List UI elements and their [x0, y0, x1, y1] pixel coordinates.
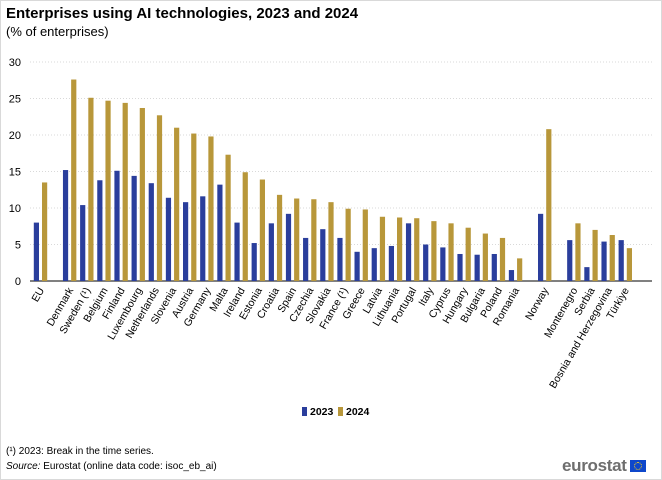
x-tick-label: Norway	[523, 285, 552, 322]
bar-2023	[148, 183, 154, 281]
bar-2023	[234, 222, 240, 281]
y-tick-label: 25	[9, 94, 21, 106]
legend-swatch-2024	[338, 407, 343, 416]
bar-2024	[397, 217, 403, 281]
bar-2023	[131, 175, 137, 281]
bar-2023	[371, 248, 377, 281]
bar-2023	[440, 247, 446, 281]
bar-2023	[62, 170, 69, 281]
bar-2023	[337, 237, 343, 281]
bar-2024	[191, 133, 197, 281]
bar-2024	[575, 223, 581, 281]
chart-title: Enterprises using AI technologies, 2023 …	[6, 5, 359, 22]
bar-2024	[276, 194, 283, 281]
bar-2024	[105, 100, 111, 281]
bar-2024	[225, 154, 231, 281]
bar-2024	[609, 235, 615, 281]
bar-2023	[303, 237, 309, 281]
bar-2023	[97, 180, 103, 281]
bar-2023	[405, 223, 412, 281]
bar-2023	[508, 270, 515, 281]
source-text: Eurostat (online data code: isoc_eb_ai)	[40, 461, 217, 472]
bar-2024	[414, 218, 420, 281]
eurostat-logo[interactable]: eurostat	[562, 456, 646, 476]
bar-2023	[618, 240, 624, 281]
legend-label-2023: 2023	[310, 406, 334, 418]
bar-2024	[431, 221, 437, 281]
bar-2023	[268, 223, 274, 281]
footnote: (¹) 2023: Break in the time series.	[6, 446, 154, 457]
source-note: Source: Eurostat (online data code: isoc…	[6, 461, 217, 472]
bar-2024	[592, 229, 598, 281]
eurostat-logo-text: eurostat	[562, 456, 627, 475]
y-tick-label: 10	[9, 203, 21, 215]
bar-2024	[362, 209, 368, 281]
bar-2024	[345, 208, 351, 281]
bar-2024	[546, 129, 552, 281]
bar-2023	[33, 222, 39, 281]
bar-2023	[584, 267, 590, 281]
bar-2024	[311, 199, 317, 281]
bar-2023	[165, 197, 172, 281]
bar-2024	[259, 179, 265, 281]
bar-2024	[465, 227, 471, 281]
bar-2024	[482, 233, 488, 281]
bar-2024	[517, 258, 523, 281]
bar-2024	[174, 127, 180, 281]
bar-2023	[423, 244, 429, 281]
bar-2024	[71, 79, 77, 282]
x-tick-label: EU	[29, 286, 47, 305]
y-tick-label: 20	[9, 130, 21, 142]
bar-2023	[567, 240, 573, 281]
bar-2024	[448, 223, 454, 281]
y-tick-label: 0	[15, 276, 21, 288]
source-label: Source:	[6, 461, 41, 472]
bar-2024	[139, 107, 145, 282]
bar-2023	[251, 243, 257, 281]
bar-2023	[285, 213, 292, 281]
bar-2023	[183, 202, 189, 281]
bar-2023	[601, 241, 607, 281]
bar-2024	[208, 136, 214, 281]
y-tick-label: 30	[9, 57, 21, 69]
bar-2024	[626, 248, 632, 281]
bar-2024	[88, 97, 94, 282]
bar-2024	[156, 115, 163, 281]
bar-2024	[294, 198, 300, 281]
y-tick-label: 15	[9, 167, 21, 179]
bar-2024	[328, 202, 334, 281]
legend-label-2024: 2024	[346, 406, 370, 418]
legend-swatch-2023	[302, 407, 307, 416]
bar-2023	[320, 229, 326, 281]
bar-2023	[114, 170, 120, 281]
bar-2023	[474, 254, 480, 281]
bar-2023	[217, 184, 223, 281]
bar-2024	[42, 182, 48, 281]
bar-2024	[242, 172, 248, 281]
eu-flag-icon	[629, 460, 646, 472]
bar-2024	[499, 237, 506, 281]
bar-2023	[388, 245, 394, 281]
chart-subtitle: (% of enterprises)	[6, 24, 109, 39]
bar-2023	[457, 253, 463, 281]
bar-2024	[122, 102, 128, 281]
bar-2023	[491, 253, 497, 281]
bar-2024	[379, 216, 386, 281]
y-tick-label: 5	[15, 240, 21, 252]
bar-2023	[200, 196, 206, 281]
bar-2023	[80, 205, 86, 281]
bar-2023	[538, 213, 544, 281]
bar-2023	[354, 251, 360, 281]
